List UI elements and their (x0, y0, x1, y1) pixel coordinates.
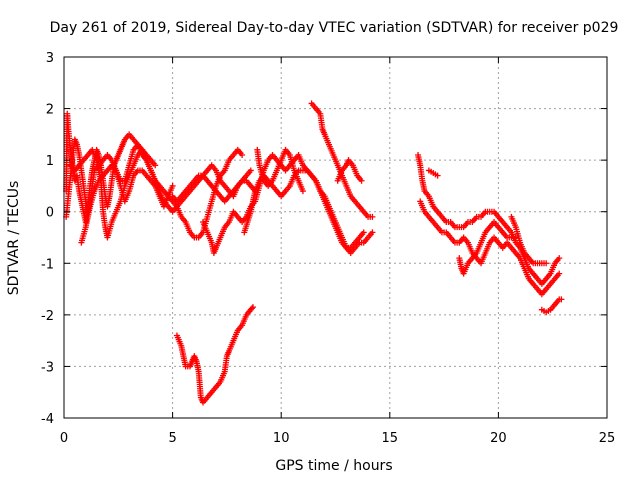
data-points (63, 100, 565, 406)
y-axis-label: SDTVAR / TECUs (6, 181, 22, 296)
y-tick-label: -2 (41, 309, 54, 324)
plot-frame (63, 56, 608, 419)
x-tick-label: 10 (273, 431, 290, 446)
data-point-tr10 (358, 177, 365, 184)
data-point-tr06 (360, 229, 367, 236)
data-point-tr12 (556, 255, 563, 262)
x-axis-label: GPS time / hours (275, 458, 392, 474)
data-point-tr11 (248, 305, 255, 312)
y-tick-label: 0 (46, 206, 54, 221)
data-point-tr03 (152, 162, 159, 169)
data-point-tr08 (299, 188, 306, 195)
x-tick-label: 20 (490, 431, 507, 446)
y-tick-label: 3 (46, 51, 54, 66)
data-point-tr04 (169, 182, 176, 189)
y-tick-label: 1 (46, 154, 54, 169)
x-tick-label: 5 (168, 431, 176, 446)
y-tick-label: 2 (46, 103, 54, 118)
axis-ticks: 0 5 10 15 20 25 -4 -3 -2 -1 0 1 2 3 (41, 51, 615, 446)
y-tick-label: -4 (41, 412, 54, 427)
data-point-tr09 (369, 213, 376, 220)
grid-lines (64, 57, 607, 418)
data-point-tr16 (543, 260, 550, 267)
data-point-tr17 (558, 296, 565, 303)
chart-title: Day 261 of 2019, Sidereal Day-to-day VTE… (50, 20, 619, 36)
data-point-tr13 (556, 270, 563, 277)
y-tick-label: -3 (41, 360, 54, 375)
x-tick-label: 0 (60, 431, 68, 446)
data-point-tr07 (369, 229, 376, 236)
x-tick-label: 15 (382, 431, 399, 446)
y-tick-label: -1 (41, 257, 54, 272)
data-point-tr01 (239, 151, 246, 158)
data-point-tr11 (249, 304, 256, 311)
data-point-tr02 (247, 167, 254, 174)
x-tick-label: 25 (599, 431, 616, 446)
data-point-tr14 (434, 172, 441, 179)
